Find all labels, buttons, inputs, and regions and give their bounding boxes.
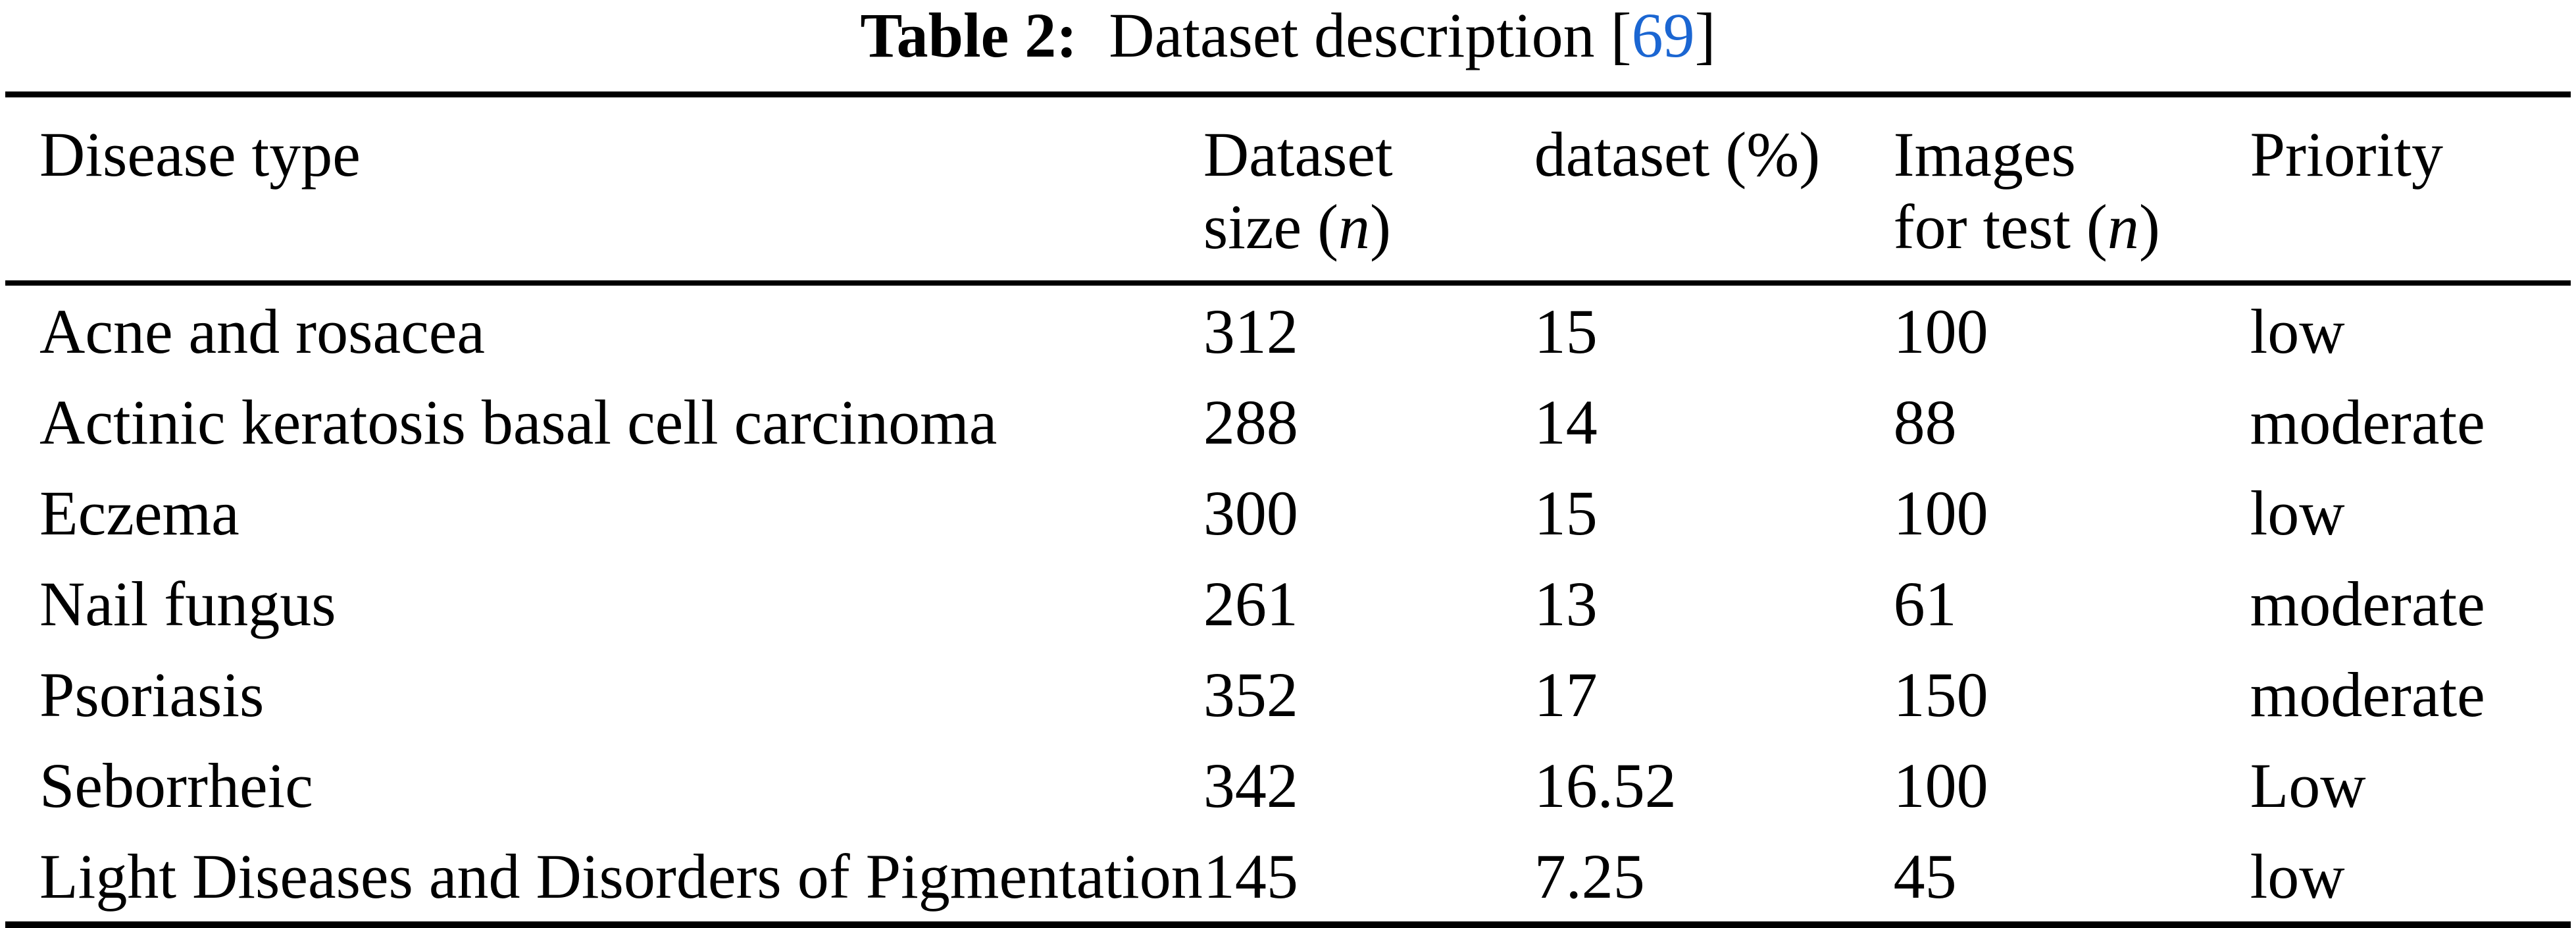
table-caption: Table 2: Dataset description [69] (0, 0, 2576, 91)
col-header-dataset-size: Dataset size (n) (1203, 94, 1534, 286)
cell-disease-type: Light Diseases and Disorders of Pigmenta… (39, 840, 1203, 912)
col-header-priority: Priority (2250, 94, 2571, 286)
cell-images-for-test: 100 (1893, 477, 1988, 548)
cell-images-for-test: 100 (1893, 296, 1988, 367)
table-row: Nail fungus 261 13 61 moderate (5, 558, 2571, 649)
cell-dataset-percent: 15 (1534, 477, 1598, 548)
cell-dataset-size: 145 (1203, 840, 1298, 912)
table-row: Actinic keratosis basal cell carcinoma 2… (5, 376, 2571, 467)
cell-images-for-test: 88 (1893, 386, 1957, 457)
table-row: Eczema 300 15 100 low (5, 467, 2571, 558)
col-header-disease-type: Disease type (5, 94, 1203, 286)
col-header-dataset-size-n: n (1338, 192, 1371, 262)
col-header-images-for-test-line1: Images (1893, 119, 2076, 190)
cell-disease-type: Nail fungus (39, 568, 336, 639)
cell-disease-type: Acne and rosacea (39, 296, 485, 367)
col-header-dataset-size-line1: Dataset (1203, 119, 1393, 190)
cell-images-for-test: 45 (1893, 840, 1957, 912)
col-header-dataset-size-line2: size ( (1203, 192, 1339, 262)
cell-disease-type: Seborrheic (39, 750, 313, 821)
cell-dataset-percent: 7.25 (1534, 840, 1645, 912)
table-row: Seborrheic 342 16.52 100 Low (5, 740, 2571, 831)
cell-priority: moderate (2250, 386, 2485, 457)
table-caption-text: Dataset description [ (1077, 0, 1632, 70)
cell-priority: low (2250, 477, 2345, 548)
cell-dataset-size: 352 (1203, 659, 1298, 730)
cell-disease-type: Psoriasis (39, 659, 265, 730)
table-row: Psoriasis 352 17 150 moderate (5, 649, 2571, 740)
cell-dataset-percent: 15 (1534, 296, 1598, 367)
col-header-dataset-size-close: ) (1370, 192, 1392, 262)
cell-images-for-test: 61 (1893, 568, 1957, 639)
table-caption-number: Table 2: (860, 0, 1078, 70)
cell-priority: low (2250, 296, 2345, 367)
cell-disease-type: Actinic keratosis basal cell carcinoma (39, 386, 998, 457)
col-header-images-for-test-close: ) (2138, 192, 2160, 262)
cell-dataset-percent: 17 (1534, 659, 1598, 730)
cell-dataset-size: 261 (1203, 568, 1298, 639)
cell-images-for-test: 150 (1893, 659, 1988, 730)
cell-priority: low (2250, 840, 2345, 912)
cell-dataset-percent: 14 (1534, 386, 1598, 457)
cell-priority: Low (2250, 750, 2366, 821)
cell-dataset-size: 342 (1203, 750, 1298, 821)
col-header-images-for-test-line2: for test ( (1893, 192, 2108, 262)
cell-priority: moderate (2250, 568, 2485, 639)
col-header-dataset-percent: dataset (%) (1534, 94, 1894, 286)
cell-dataset-percent: 16.52 (1534, 750, 1677, 821)
col-header-priority-label: Priority (2250, 119, 2443, 190)
cell-priority: moderate (2250, 659, 2485, 730)
col-header-images-for-test: Images for test (n) (1893, 94, 2250, 286)
cell-dataset-size: 312 (1203, 296, 1298, 367)
col-header-disease-type-label: Disease type (39, 119, 361, 190)
dataset-description-table: Disease type Dataset size (n) dataset (%… (5, 91, 2571, 928)
col-header-dataset-percent-label: dataset (%) (1534, 119, 1821, 190)
table-caption-bracket-close: ] (1694, 0, 1716, 70)
cell-dataset-size: 300 (1203, 477, 1298, 548)
cell-dataset-percent: 13 (1534, 568, 1598, 639)
table-row: Acne and rosacea 312 15 100 low (5, 283, 2571, 376)
cell-dataset-size: 288 (1203, 386, 1298, 457)
table-row: Light Diseases and Disorders of Pigmenta… (5, 831, 2571, 925)
citation-link-69[interactable]: 69 (1631, 0, 1695, 70)
col-header-images-for-test-n: n (2107, 192, 2139, 262)
cell-disease-type: Eczema (39, 477, 240, 548)
cell-images-for-test: 100 (1893, 750, 1988, 821)
header-row: Disease type Dataset size (n) dataset (%… (5, 94, 2571, 286)
